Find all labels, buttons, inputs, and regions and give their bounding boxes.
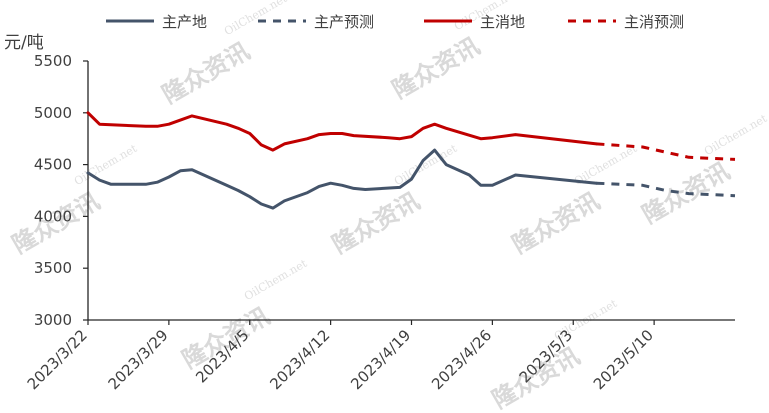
y-tick-label: 3500 (34, 259, 72, 277)
y-tick-label: 4000 (34, 207, 72, 225)
legend-item-3: 主消地 (424, 13, 525, 31)
y-tick-label: 5500 (34, 52, 72, 70)
legend-label: 主消预测 (624, 13, 684, 31)
legend-item-2: 主产预测 (258, 13, 374, 31)
y-tick-label: 4500 (34, 156, 72, 174)
watermark-text: 隆众资讯 (327, 187, 424, 259)
y-tick-label: 3000 (34, 311, 72, 329)
legend: 主产地 主产预测 主消地 主消预测 (106, 13, 684, 31)
x-tick-label: 2023/3/29 (105, 326, 172, 393)
legend-label: 主产预测 (314, 13, 374, 31)
x-tick-label: 2023/5/10 (590, 326, 657, 393)
series-line-1 (86, 148, 598, 210)
x-tick-label: 2023/4/26 (428, 326, 495, 393)
series-line-3 (86, 111, 598, 152)
series-layer (86, 111, 736, 210)
legend-item-1: 主产地 (106, 13, 207, 31)
x-tick-label: 2023/4/12 (266, 326, 333, 393)
watermark-text: 隆众资讯 (157, 37, 254, 109)
x-tick-label: 2023/3/22 (24, 326, 91, 393)
series-line-2 (596, 181, 736, 198)
watermark-text: 隆众资讯 (507, 187, 604, 259)
y-axis-unit-label: 元/吨 (4, 33, 44, 53)
legend-label: 主消地 (480, 13, 525, 31)
legend-label: 主产地 (162, 13, 207, 31)
x-tick-label: 2023/4/19 (347, 326, 414, 393)
watermark-sub-text: OilChem.net (242, 257, 310, 304)
watermark-text: 隆众资讯 (387, 32, 484, 104)
y-tick-label: 5000 (34, 104, 72, 122)
watermark-sub-text: OilChem.net (222, 0, 290, 38)
series-line-4 (596, 142, 736, 161)
watermark-sub-text: OilChem.net (702, 112, 769, 159)
legend-item-4: 主消预测 (568, 13, 684, 31)
